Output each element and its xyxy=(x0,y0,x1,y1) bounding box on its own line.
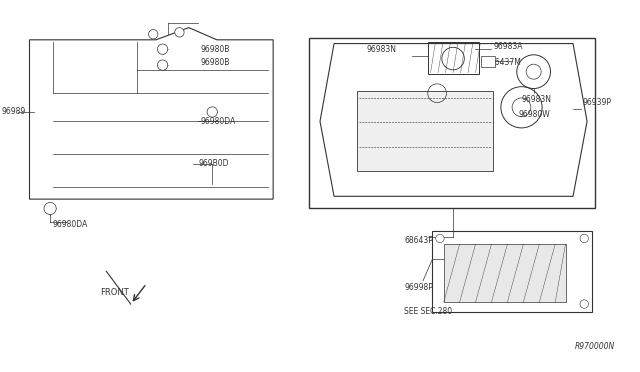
Text: 96983A: 96983A xyxy=(493,42,523,51)
Circle shape xyxy=(207,107,218,117)
Text: 96983N: 96983N xyxy=(522,95,552,104)
Text: 96998P: 96998P xyxy=(404,283,433,292)
Circle shape xyxy=(580,300,588,308)
Text: 96980DA: 96980DA xyxy=(53,220,88,229)
Circle shape xyxy=(436,234,444,243)
Circle shape xyxy=(580,234,588,243)
Bar xyxy=(358,92,493,171)
Text: 26437M: 26437M xyxy=(490,58,522,67)
Bar xyxy=(444,244,566,302)
Bar xyxy=(481,56,495,67)
Text: 96980DA: 96980DA xyxy=(200,117,236,126)
Text: FRONT: FRONT xyxy=(100,288,129,297)
Text: 96980B: 96980B xyxy=(200,45,229,54)
Text: 96980B: 96980B xyxy=(200,58,229,67)
Text: 96989: 96989 xyxy=(1,108,26,116)
Text: 68643P: 68643P xyxy=(404,236,433,245)
Circle shape xyxy=(148,29,158,39)
Text: SEE SEC.280: SEE SEC.280 xyxy=(404,307,452,316)
Circle shape xyxy=(44,202,56,215)
Circle shape xyxy=(157,44,168,54)
Text: 96939P: 96939P xyxy=(582,98,611,107)
Bar xyxy=(308,38,595,208)
Text: R970000N: R970000N xyxy=(575,342,615,351)
Text: 96983N: 96983N xyxy=(367,45,397,54)
Circle shape xyxy=(157,60,168,70)
Text: 969B0D: 969B0D xyxy=(198,159,228,168)
Circle shape xyxy=(175,28,184,37)
Text: 96980W: 96980W xyxy=(518,110,550,119)
